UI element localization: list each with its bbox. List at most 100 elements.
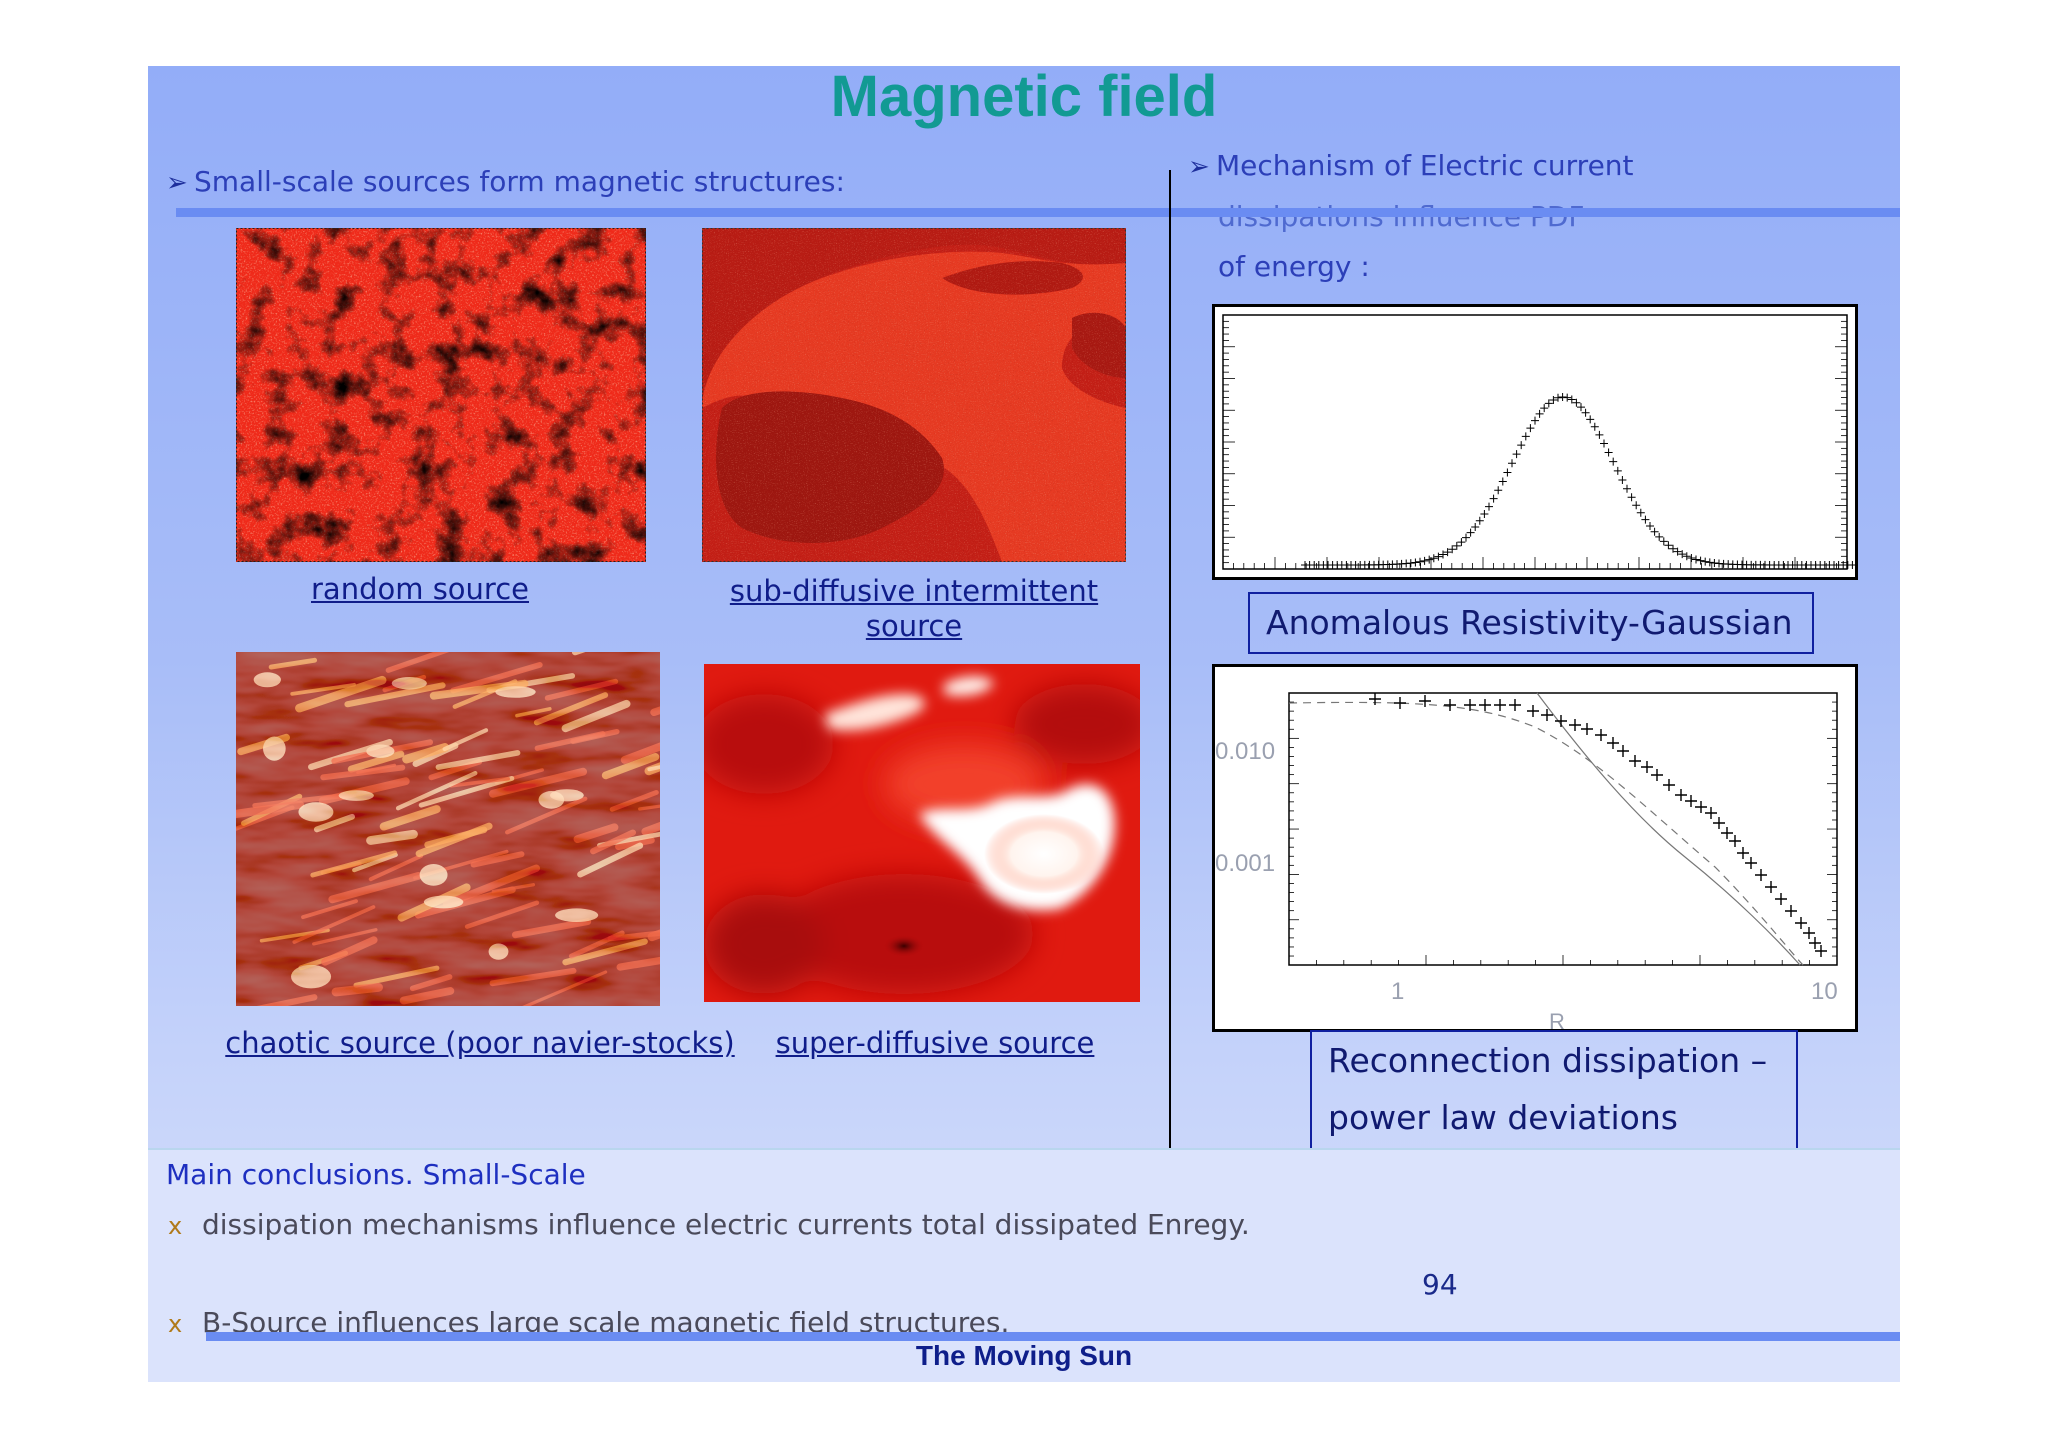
- powerlaw-marker: [1629, 755, 1641, 767]
- gaussian-marker: [1448, 545, 1457, 554]
- ytick-label-0001: 0.001: [1215, 850, 1275, 877]
- caption-subdiffusive-line-1: sub-diffusive intermittent: [729, 574, 1099, 608]
- gaussian-marker: [1416, 557, 1424, 566]
- left-heading-text: Small-scale sources form magnetic struct…: [194, 165, 845, 198]
- x-bullet-icon: x: [168, 1212, 183, 1240]
- caption-random-source: random source: [311, 572, 529, 606]
- gaussian-marker: [1595, 430, 1604, 439]
- gaussian-marker: [1600, 439, 1608, 448]
- powerlaw-dashed-fit: [1288, 701, 1804, 966]
- powerlaw-data-points: [1369, 693, 1827, 957]
- powerlaw-marker: [1464, 699, 1476, 711]
- powerlaw-marker: [1595, 729, 1607, 741]
- gaussian-marker: [1848, 561, 1855, 569]
- gaussian-marker: [1705, 558, 1714, 567]
- powerlaw-marker: [1713, 817, 1725, 829]
- gaussian-label-box: Anomalous Resistivity-Gaussian: [1248, 592, 1814, 654]
- ytick-label-0010: 0.010: [1215, 738, 1275, 765]
- gaussian-marker: [1659, 537, 1668, 546]
- gaussian-marker: [1535, 409, 1544, 418]
- gaussian-marker: [1641, 515, 1650, 524]
- gaussian-plot-svg: [1222, 314, 1855, 570]
- gaussian-marker: [1618, 475, 1627, 484]
- right-heading-line-1: Mechanism of Electric current: [1216, 149, 1634, 182]
- powerlaw-marker: [1785, 905, 1797, 917]
- gaussian-marker: [1604, 448, 1613, 457]
- chaotic-source-image: [236, 652, 660, 1006]
- gaussian-marker: [1567, 395, 1576, 404]
- gaussian-marker: [1503, 468, 1512, 477]
- gaussian-marker: [1549, 395, 1558, 404]
- x-bullet-icon: x: [168, 1310, 183, 1338]
- powerlaw-label-line-2: power law deviations: [1328, 1098, 1678, 1137]
- left-heading: ➢ Small-scale sources form magnetic struc…: [166, 162, 845, 203]
- gaussian-marker: [1558, 393, 1567, 402]
- gaussian-pdf-plot: [1212, 304, 1858, 580]
- powerlaw-plot-svg: 0.010 0.001 1 10 R: [1215, 692, 1838, 1029]
- right-heading-line-3: of energy :: [1218, 250, 1370, 283]
- powerlaw-marker: [1479, 699, 1491, 711]
- powerlaw-marker: [1569, 719, 1581, 731]
- xtick-label-1: 1: [1391, 978, 1404, 1005]
- gaussian-marker: [1526, 424, 1535, 433]
- gaussian-marker: [1466, 528, 1475, 537]
- gaussian-marker: [1531, 416, 1539, 425]
- gaussian-marker: [1480, 509, 1489, 518]
- gaussian-marker: [1434, 552, 1443, 561]
- gaussian-marker: [1577, 403, 1585, 412]
- powerlaw-marker: [1394, 697, 1406, 709]
- subdiffusive-source-image: [702, 228, 1126, 562]
- powerlaw-marker: [1419, 695, 1431, 707]
- right-heading-line-2: dissipations influence PDF: [1188, 197, 1634, 237]
- gaussian-marker: [1425, 555, 1434, 564]
- powerlaw-marker: [1685, 795, 1697, 807]
- gaussian-marker: [1508, 459, 1516, 468]
- powerlaw-label-line-1: Reconnection dissipation –: [1328, 1041, 1768, 1080]
- powerlaw-plot: 0.010 0.001 1 10 R: [1212, 664, 1858, 1032]
- powerlaw-marker: [1641, 761, 1653, 773]
- gaussian-marker: [1650, 527, 1659, 536]
- gaussian-marker: [1590, 422, 1599, 431]
- gaussian-marker: [1673, 547, 1682, 556]
- gaussian-marker: [1623, 484, 1631, 493]
- footer-title: The Moving Sun: [915, 1340, 1133, 1371]
- powerlaw-solid-fit: [1536, 692, 1801, 966]
- powerlaw-label-box: Reconnection dissipation – power law dev…: [1310, 1030, 1798, 1154]
- gaussian-marker: [1687, 554, 1696, 563]
- powerlaw-axis-ticks: [1288, 692, 1838, 966]
- gaussian-marker: [1489, 494, 1498, 503]
- powerlaw-marker: [1695, 801, 1707, 813]
- powerlaw-marker: [1795, 917, 1807, 929]
- gaussian-marker: [1609, 457, 1618, 466]
- gaussian-marker: [1669, 544, 1677, 553]
- conclusions-heading: Main conclusions. Small-Scale: [166, 1158, 586, 1191]
- powerlaw-marker: [1663, 779, 1675, 791]
- footer-accent-bar: [206, 1332, 1900, 1341]
- gaussian-marker: [1682, 552, 1691, 561]
- gaussian-marker: [1586, 415, 1595, 424]
- gaussian-marker: [1572, 398, 1581, 407]
- powerlaw-marker: [1607, 737, 1619, 749]
- caption-superdiffusive-source: super-diffusive source: [775, 1026, 1095, 1060]
- powerlaw-marker: [1755, 869, 1767, 881]
- powerlaw-marker: [1809, 937, 1821, 949]
- powerlaw-marker: [1494, 699, 1506, 711]
- powerlaw-marker: [1803, 927, 1815, 939]
- gaussian-marker: [1420, 556, 1429, 565]
- caption-chaotic-source: chaotic source (poor navier-stocks): [225, 1026, 735, 1060]
- gaussian-marker: [1439, 550, 1447, 559]
- powerlaw-marker: [1369, 693, 1381, 705]
- slide: Magnetic field ➢ Small-scale sources form…: [148, 66, 1900, 1382]
- powerlaw-marker: [1541, 709, 1553, 721]
- conclusion-item-text: dissipation mechanisms influence electri…: [202, 1208, 1250, 1241]
- gaussian-marker: [1471, 523, 1480, 532]
- gaussian-marker: [1544, 399, 1553, 408]
- conclusions-panel: Main conclusions. Small-Scale x dissipati…: [148, 1148, 1900, 1382]
- gaussian-marker: [1475, 516, 1484, 525]
- arrow-bullet-icon: ➢: [166, 168, 188, 198]
- column-divider: [1169, 170, 1171, 1150]
- caption-subdiffusive-line-2: source: [865, 609, 963, 643]
- gaussian-marker: [1678, 550, 1687, 559]
- gaussian-marker: [1540, 404, 1549, 413]
- gaussian-marker: [1429, 554, 1438, 563]
